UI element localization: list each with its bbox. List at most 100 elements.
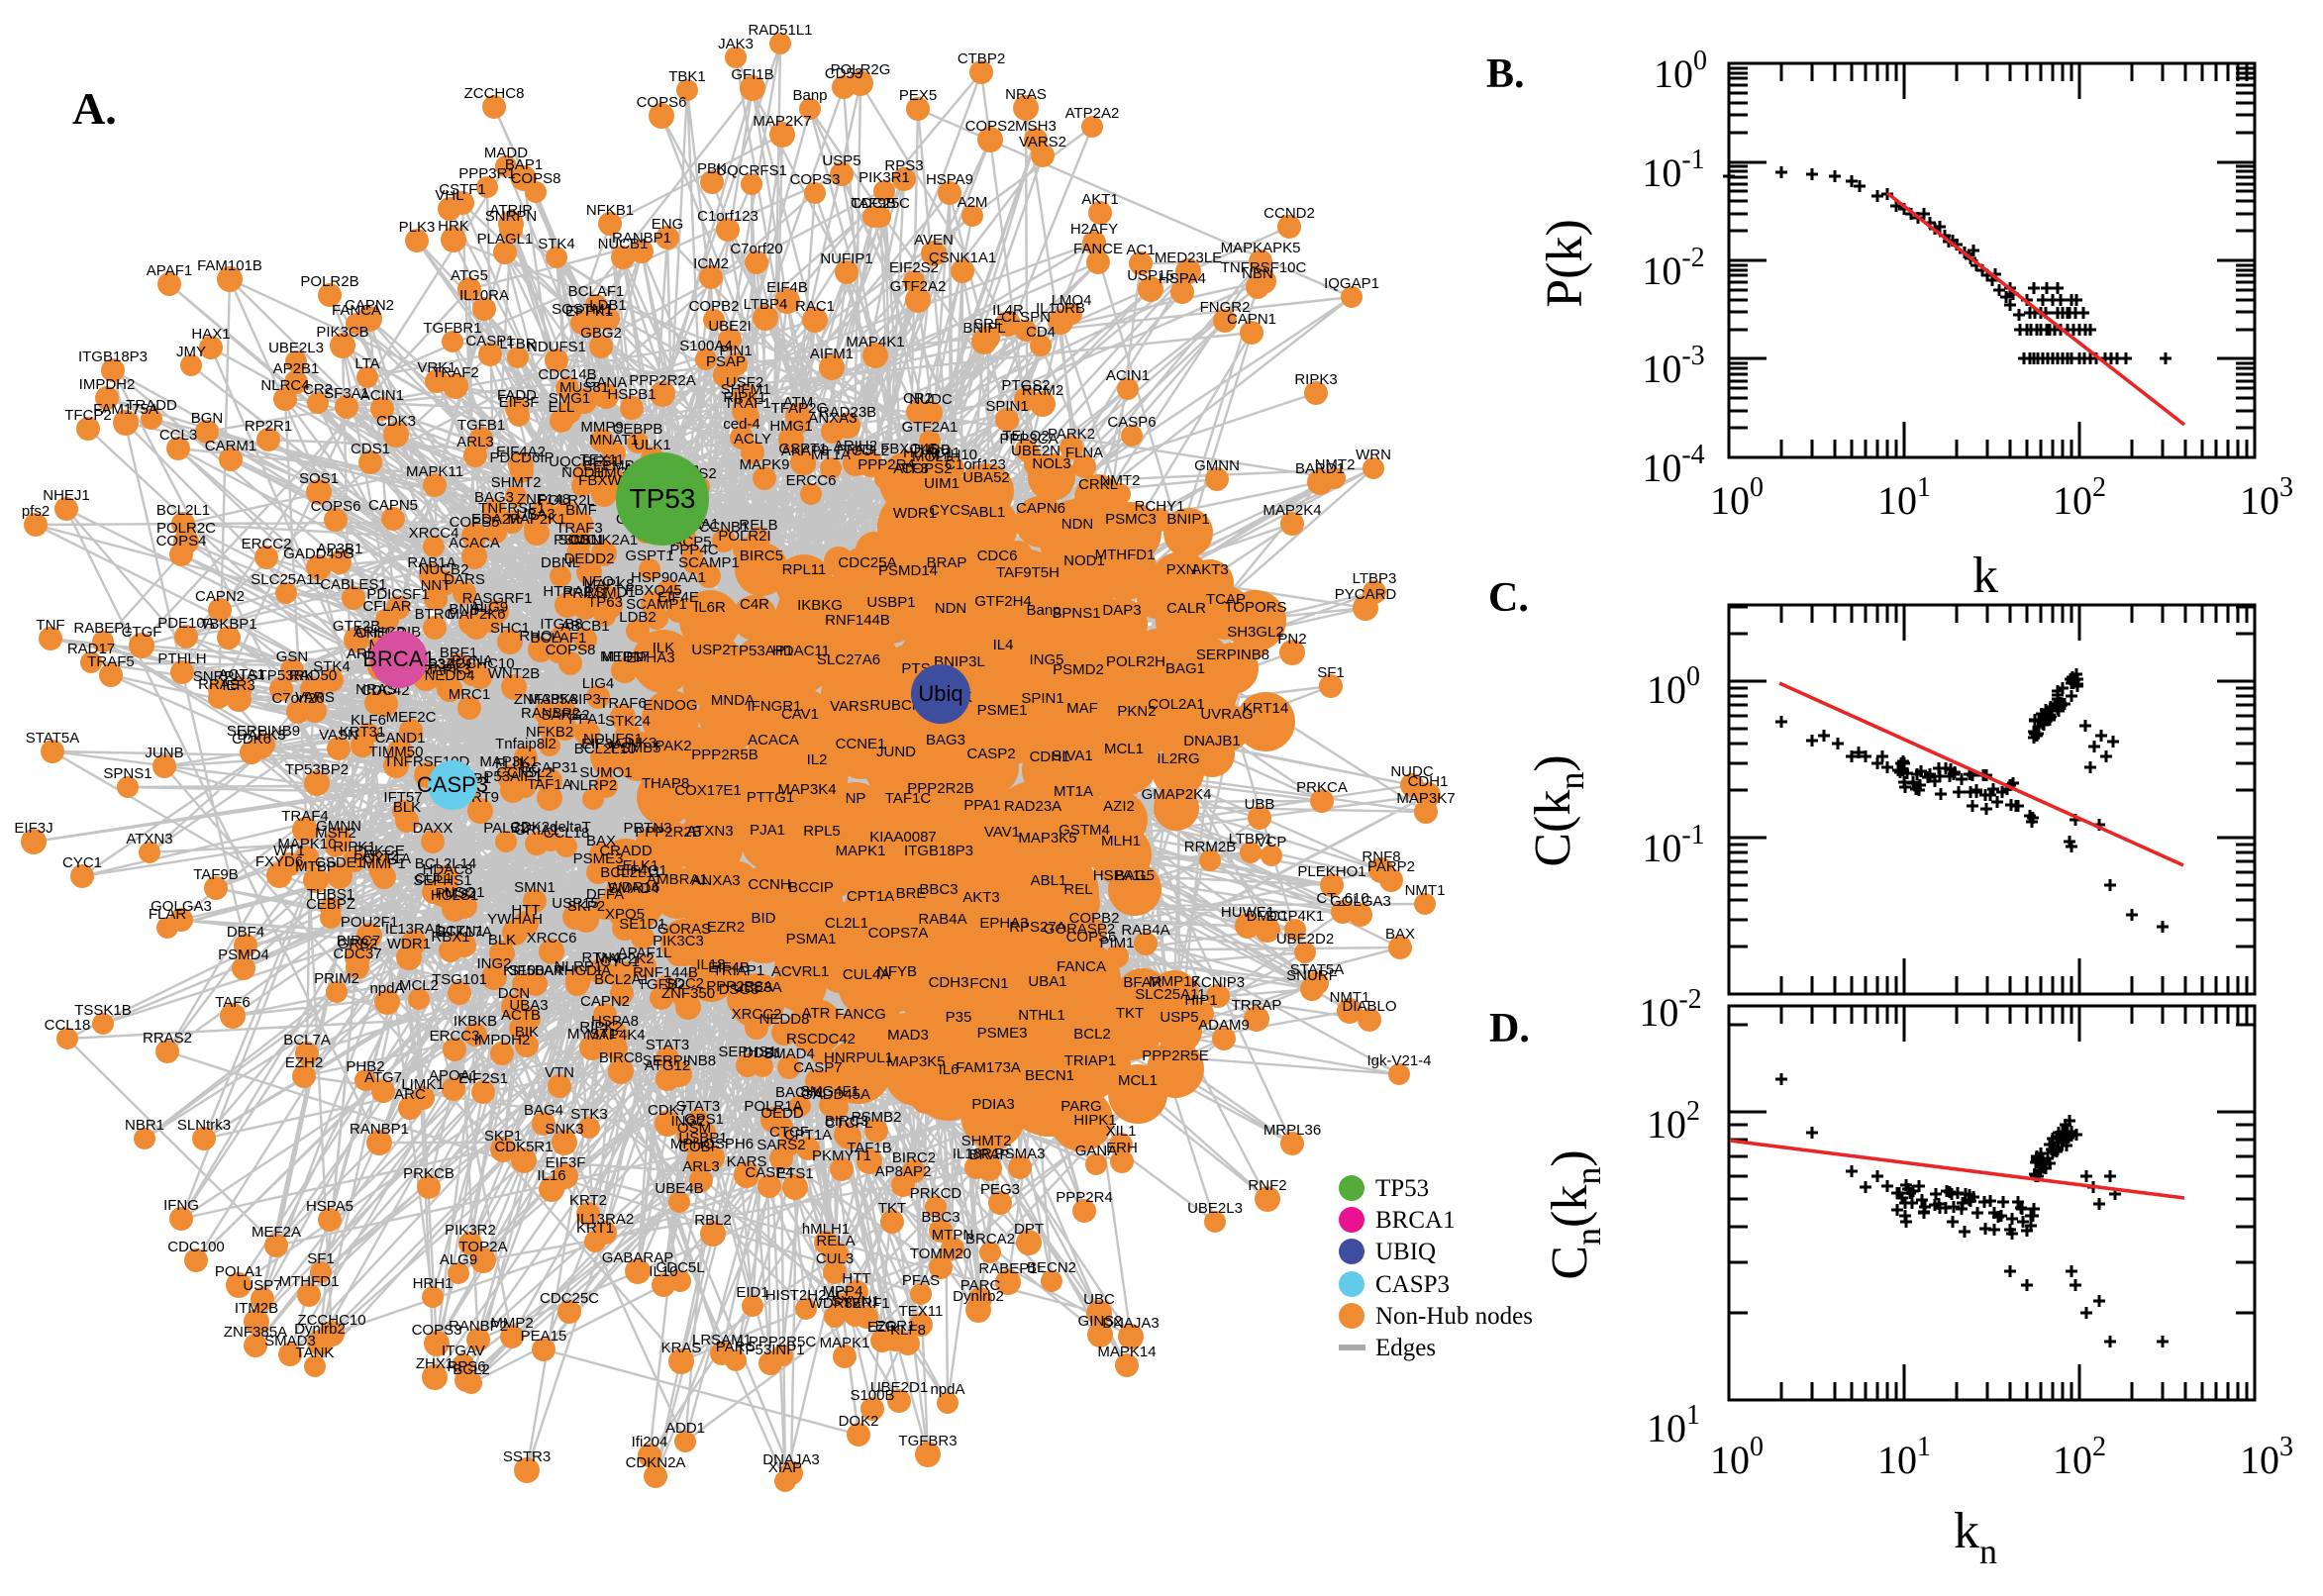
svg-text:AP2B1: AP2B1 <box>273 360 320 377</box>
svg-text:ACVRL1: ACVRL1 <box>771 963 829 980</box>
svg-text:C7orf20: C7orf20 <box>730 241 782 257</box>
svg-text:ERH: ERH <box>1106 1140 1138 1156</box>
svg-text:RAD51L1: RAD51L1 <box>748 22 812 39</box>
svg-text:PRKCE: PRKCE <box>354 843 405 859</box>
svg-text:CSNK2A1: CSNK2A1 <box>570 532 638 549</box>
svg-text:COPS6: COPS6 <box>1066 929 1117 946</box>
svg-text:GBG2: GBG2 <box>580 325 622 342</box>
svg-text:HRH1: HRH1 <box>413 1275 454 1292</box>
svg-text:MADD: MADD <box>484 145 528 161</box>
svg-text:SSTR3: SSTR3 <box>503 1448 551 1465</box>
svg-text:CPT1A: CPT1A <box>784 1127 832 1144</box>
svg-text:C1orf123: C1orf123 <box>697 208 758 225</box>
svg-text:EIF3F: EIF3F <box>546 1154 586 1171</box>
svg-text:TRAF2: TRAF2 <box>432 364 479 381</box>
svg-text:MAP2K6: MAP2K6 <box>447 606 505 623</box>
svg-text:ABL1: ABL1 <box>969 504 1006 521</box>
svg-text:NUCB2: NUCB2 <box>419 561 469 578</box>
svg-text:NFKB2: NFKB2 <box>526 724 573 741</box>
svg-text:PRIM1: PRIM1 <box>562 585 608 602</box>
svg-text:CAPN1: CAPN1 <box>1227 311 1276 328</box>
svg-text:TAF1B: TAF1B <box>847 1140 892 1156</box>
svg-text:EIF3F: EIF3F <box>499 394 540 411</box>
svg-text:GANA: GANA <box>585 374 628 391</box>
svg-text:UBE2N: UBE2N <box>1011 443 1060 459</box>
svg-text:EIF4G1: EIF4G1 <box>616 862 667 879</box>
svg-text:NNT: NNT <box>421 577 452 594</box>
svg-text:CCNB1: CCNB1 <box>699 519 750 536</box>
svg-text:MCL1: MCL1 <box>1118 1072 1158 1089</box>
svg-text:RAB4A: RAB4A <box>1121 922 1169 939</box>
svg-text:C.: C. <box>1488 575 1529 621</box>
svg-text:CDK3: CDK3 <box>376 413 416 430</box>
svg-text:SPIN1: SPIN1 <box>1021 690 1063 707</box>
svg-text:BIRC5: BIRC5 <box>740 548 783 564</box>
svg-text:MAP3K7: MAP3K7 <box>1396 790 1455 807</box>
svg-text:SNRPN: SNRPN <box>193 668 246 685</box>
svg-text:P(k): P(k) <box>1537 219 1593 308</box>
svg-text:PPP3R1: PPP3R1 <box>458 165 516 182</box>
svg-text:HSPA5: HSPA5 <box>306 1198 354 1215</box>
svg-text:PKMYT1: PKMYT1 <box>812 1147 871 1164</box>
svg-text:COPS2: COPS2 <box>965 118 1016 135</box>
svg-text:BAX: BAX <box>586 833 616 849</box>
svg-text:AC1: AC1 <box>1126 242 1155 258</box>
svg-text:IL4: IL4 <box>993 637 1014 653</box>
svg-text:EIF3J: EIF3J <box>14 820 52 837</box>
svg-text:ITGB18P3: ITGB18P3 <box>78 349 148 365</box>
svg-text:RNF144B: RNF144B <box>633 964 698 981</box>
svg-text:CAPN2: CAPN2 <box>195 588 245 605</box>
svg-text:JNK3: JNK3 <box>621 735 657 751</box>
svg-text:GFI1B: GFI1B <box>731 66 773 83</box>
svg-text:AKT2: AKT2 <box>361 848 399 864</box>
svg-text:FLAR: FLAR <box>149 906 187 923</box>
svg-text:CASP7: CASP7 <box>793 1059 842 1076</box>
svg-text:NLRC4: NLRC4 <box>260 377 309 394</box>
svg-text:CASP2: CASP2 <box>966 746 1015 762</box>
svg-text:hMLH1: hMLH1 <box>802 1221 850 1238</box>
svg-text:GSTM4: GSTM4 <box>1059 822 1110 839</box>
svg-text:MAP3K1: MAP3K1 <box>479 753 538 770</box>
svg-text:CAV1: CAV1 <box>781 706 819 723</box>
svg-text:ABCB1: ABCB1 <box>560 618 609 635</box>
svg-text:CRADD: CRADD <box>599 843 653 859</box>
svg-text:PSME3: PSME3 <box>573 850 624 867</box>
svg-text:CCL18: CCL18 <box>45 1017 91 1034</box>
svg-text:ETS1: ETS1 <box>776 1165 814 1182</box>
svg-text:GSPT1: GSPT1 <box>778 441 827 457</box>
svg-text:DCN: DCN <box>498 985 531 1002</box>
svg-text:LTBP3: LTBP3 <box>1353 570 1397 587</box>
svg-text:PPP2R2A: PPP2R2A <box>629 372 696 389</box>
svg-text:MNDA: MNDA <box>711 692 755 709</box>
svg-text:USF2: USF2 <box>726 374 763 391</box>
svg-text:PSMB5: PSMB5 <box>611 740 661 756</box>
svg-text:CALR: CALR <box>1166 600 1206 617</box>
svg-text:MMP9: MMP9 <box>580 419 623 436</box>
svg-text:TANK: TANK <box>296 1345 335 1361</box>
svg-text:SERPINB8: SERPINB8 <box>1196 647 1269 663</box>
svg-text:CUL4A: CUL4A <box>843 966 890 983</box>
svg-text:RUBCN: RUBCN <box>869 697 922 714</box>
svg-text:MMP17: MMP17 <box>1149 973 1200 990</box>
svg-text:GTF2H4: GTF2H4 <box>974 593 1032 610</box>
svg-text:Tnfaip8l2: Tnfaip8l2 <box>495 736 556 752</box>
svg-text:PFAS: PFAS <box>837 442 874 458</box>
svg-text:MAPK3: MAPK3 <box>421 661 471 678</box>
svg-text:RANBP2: RANBP2 <box>521 705 580 722</box>
svg-text:ENDOG: ENDOG <box>643 697 697 714</box>
svg-text:ZNF350: ZNF350 <box>661 985 715 1002</box>
svg-text:FAM101B: FAM101B <box>197 257 262 274</box>
svg-text:Dynlrb2: Dynlrb2 <box>294 1321 346 1338</box>
svg-text:NBR1: NBR1 <box>125 1117 164 1134</box>
svg-text:TFCP2: TFCP2 <box>64 407 112 424</box>
svg-text:UIM1: UIM1 <box>924 475 960 492</box>
svg-text:VARS: VARS <box>295 689 335 706</box>
svg-text:PDCD6IP: PDCD6IP <box>489 449 554 466</box>
svg-text:PPP4C: PPP4C <box>669 542 718 558</box>
svg-text:MAP2K7: MAP2K7 <box>753 113 811 130</box>
svg-text:TCAP: TCAP <box>1206 591 1246 608</box>
svg-text:MAPK14: MAPK14 <box>1097 1344 1156 1360</box>
svg-text:CCND2: CCND2 <box>1263 205 1315 222</box>
svg-text:PEA15: PEA15 <box>521 1328 567 1345</box>
svg-text:IL2RG: IL2RG <box>1157 750 1199 767</box>
